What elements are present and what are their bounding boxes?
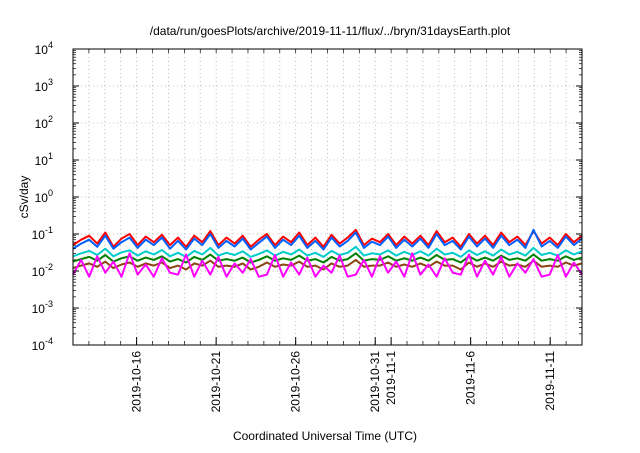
y-tick-label-exponent: 3 (48, 77, 53, 87)
y-tick-label-exponent: -3 (45, 299, 53, 309)
x-tick-label: 2019-10-16 (130, 351, 144, 413)
y-tick-label-base: 10 (35, 117, 49, 131)
chart-title: /data/run/goesPlots/archive/2019-11-11/f… (150, 24, 511, 38)
y-tick-label: 102 (35, 114, 53, 131)
x-tick-label: 2019-11-6 (464, 351, 478, 405)
y-tick-label-exponent: 1 (48, 151, 53, 161)
x-axis-label: Coordinated Universal Time (UTC) (233, 429, 417, 443)
x-tick-label: 2019-10-31 (368, 351, 382, 413)
y-tick-label: 104 (35, 40, 53, 57)
y-tick-label-base: 10 (32, 265, 46, 279)
series-line-6 (72, 252, 583, 278)
grid-lines (73, 48, 582, 346)
y-tick-label: 10-4 (32, 336, 53, 353)
y-tick-label: 10-3 (32, 299, 53, 316)
x-tick-label: 2019-11-1 (384, 351, 398, 405)
y-tick-label: 10-1 (32, 225, 53, 242)
y-tick-label-exponent: -1 (45, 225, 53, 235)
x-tick-label: 2019-10-26 (289, 351, 303, 413)
axes: 10-410-310-210-11001011021031042019-10-1… (32, 40, 582, 412)
y-tick-label-exponent: -2 (45, 262, 53, 272)
y-axis-label: cSv/day (17, 176, 31, 219)
y-tick-label: 10-2 (32, 262, 53, 279)
y-tick-label: 100 (35, 188, 53, 205)
y-tick-label-base: 10 (32, 228, 46, 242)
x-tick-label: 2019-10-21 (209, 351, 223, 413)
y-tick-label-exponent: 4 (48, 40, 53, 50)
y-tick-label-base: 10 (32, 339, 46, 353)
y-tick-label-base: 10 (35, 43, 49, 57)
series-line-2 (72, 228, 583, 251)
y-tick-label-base: 10 (35, 191, 49, 205)
series-line-1 (72, 228, 583, 248)
y-tick-label-base: 10 (35, 80, 49, 94)
series-layer (72, 228, 583, 278)
y-tick-label-base: 10 (32, 302, 46, 316)
x-tick-label: 2019-11-11 (543, 351, 557, 411)
series-line-4 (72, 252, 583, 264)
y-tick-label-exponent: 2 (48, 114, 53, 124)
y-tick-label-exponent: 0 (48, 188, 53, 198)
y-tick-label-base: 10 (35, 154, 49, 168)
y-tick-label: 103 (35, 77, 53, 94)
y-tick-label-exponent: -4 (45, 336, 53, 346)
y-tick-label: 101 (35, 151, 53, 168)
series-line-3 (72, 245, 583, 258)
